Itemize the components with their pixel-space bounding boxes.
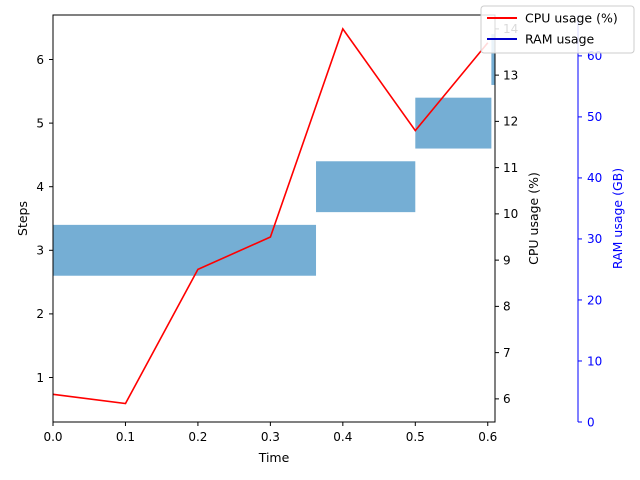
ram-tick-label: 10	[587, 354, 602, 368]
steps-bar	[316, 161, 416, 213]
steps-axis-ticks: 1 2 3 4 5 6	[36, 53, 53, 385]
ram-tick-label: 40	[587, 171, 602, 185]
x-tick-label: 0.2	[188, 430, 207, 444]
legend-label-ram: RAM usage	[525, 32, 595, 47]
ram-tick-label: 50	[587, 110, 602, 124]
x-tick-label: 0.3	[261, 430, 280, 444]
steps-tick-label: 6	[36, 53, 44, 67]
x-tick-label: 0.0	[43, 430, 62, 444]
ram-axis-label: RAM usage (GB)	[610, 168, 625, 269]
cpu-tick-label: 12	[503, 115, 518, 129]
cpu-tick-label: 9	[503, 253, 511, 267]
x-tick-label: 0.1	[116, 430, 135, 444]
x-tick-label: 0.5	[406, 430, 425, 444]
steps-axis-label: Steps	[15, 201, 30, 236]
cpu-tick-label: 13	[503, 68, 518, 82]
steps-bars	[53, 34, 495, 276]
x-axis-label: Time	[258, 450, 290, 465]
x-tick-label: 0.6	[478, 430, 497, 444]
steps-tick-label: 3	[36, 244, 44, 258]
legend-box	[480, 5, 635, 54]
cpu-tick-label: 8	[503, 300, 511, 314]
x-axis-ticks: 0.0 0.1 0.2 0.3 0.4 0.5 0.6	[43, 422, 497, 444]
steps-bar	[53, 224, 317, 276]
ram-tick-label: 20	[587, 293, 602, 307]
steps-tick-label: 1	[36, 371, 44, 385]
series-line	[52, 27, 489, 405]
ram-tick-label: 0	[587, 415, 595, 429]
cpu-axis-ticks: 67891011121314	[495, 22, 518, 406]
legend-label-cpu: CPU usage (%)	[525, 11, 618, 26]
cpu-tick-label: 6	[503, 392, 511, 406]
cpu-axis-label: CPU usage (%)	[526, 172, 541, 265]
plot-frame	[52, 14, 496, 423]
ram-tick-label: 30	[587, 232, 602, 246]
series-lines	[52, 27, 489, 405]
legend: CPU usage (%) RAM usage	[480, 5, 635, 54]
steps-tick-label: 2	[36, 307, 44, 321]
steps-bar	[491, 34, 495, 85]
steps-tick-label: 5	[36, 116, 44, 130]
x-tick-label: 0.4	[333, 430, 352, 444]
steps-tick-label: 4	[36, 180, 44, 194]
cpu-tick-label: 10	[503, 207, 518, 221]
cpu-tick-label: 11	[503, 161, 518, 175]
cpu-tick-label: 7	[503, 346, 511, 360]
steps-bar	[415, 97, 492, 149]
